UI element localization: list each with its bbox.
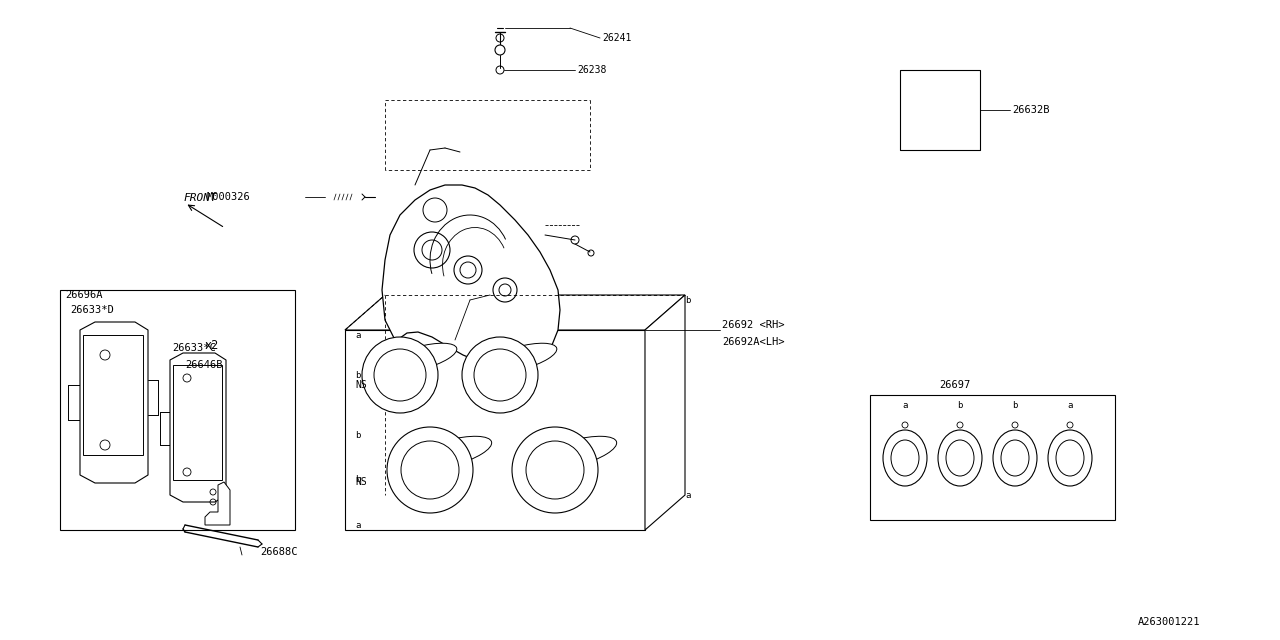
Text: 26646B: 26646B bbox=[186, 360, 223, 370]
Ellipse shape bbox=[891, 440, 919, 476]
Polygon shape bbox=[346, 295, 685, 330]
Circle shape bbox=[374, 349, 426, 401]
Circle shape bbox=[957, 422, 963, 428]
Circle shape bbox=[495, 45, 506, 55]
Ellipse shape bbox=[946, 440, 974, 476]
Text: b: b bbox=[685, 296, 690, 305]
Ellipse shape bbox=[1056, 440, 1084, 476]
Text: a: a bbox=[902, 401, 908, 410]
Text: b: b bbox=[355, 371, 361, 380]
Circle shape bbox=[462, 337, 538, 413]
Text: x2: x2 bbox=[205, 339, 219, 351]
Text: 26238: 26238 bbox=[577, 65, 607, 75]
Circle shape bbox=[474, 349, 526, 401]
Polygon shape bbox=[346, 330, 645, 530]
Ellipse shape bbox=[938, 430, 982, 486]
Polygon shape bbox=[645, 295, 685, 530]
Polygon shape bbox=[170, 353, 227, 502]
Text: 26697: 26697 bbox=[940, 380, 970, 390]
Ellipse shape bbox=[883, 430, 927, 486]
Ellipse shape bbox=[534, 436, 617, 470]
Text: NS: NS bbox=[355, 380, 367, 390]
Text: 26692 <RH>: 26692 <RH> bbox=[722, 320, 785, 330]
Text: 26692A<LH>: 26692A<LH> bbox=[722, 337, 785, 347]
Text: FRONT: FRONT bbox=[183, 193, 216, 203]
Text: b: b bbox=[1012, 401, 1018, 410]
Ellipse shape bbox=[483, 343, 557, 372]
Text: NS: NS bbox=[355, 477, 367, 487]
Polygon shape bbox=[381, 185, 561, 367]
Circle shape bbox=[401, 441, 460, 499]
Polygon shape bbox=[81, 322, 148, 483]
Text: b: b bbox=[957, 401, 963, 410]
Circle shape bbox=[526, 441, 584, 499]
Ellipse shape bbox=[1001, 440, 1029, 476]
Text: 26696A: 26696A bbox=[65, 290, 102, 300]
Text: a: a bbox=[1068, 401, 1073, 410]
Ellipse shape bbox=[408, 436, 492, 470]
Text: A263001221: A263001221 bbox=[1138, 617, 1201, 627]
Circle shape bbox=[902, 422, 908, 428]
Circle shape bbox=[362, 337, 438, 413]
Circle shape bbox=[387, 427, 474, 513]
Bar bbox=[900, 70, 980, 150]
Text: 26241: 26241 bbox=[602, 33, 631, 43]
Text: 26632B: 26632B bbox=[1012, 105, 1050, 115]
Text: b: b bbox=[355, 476, 361, 484]
Circle shape bbox=[1068, 422, 1073, 428]
Circle shape bbox=[1012, 422, 1018, 428]
Polygon shape bbox=[205, 482, 230, 525]
Text: 26688C: 26688C bbox=[260, 547, 297, 557]
Text: 26633*C: 26633*C bbox=[172, 343, 216, 353]
Bar bbox=[60, 290, 294, 530]
Text: a: a bbox=[355, 520, 361, 529]
Text: b: b bbox=[355, 431, 361, 440]
Ellipse shape bbox=[993, 430, 1037, 486]
Ellipse shape bbox=[1048, 430, 1092, 486]
Text: M000326: M000326 bbox=[206, 192, 250, 202]
Bar bbox=[83, 335, 143, 455]
Text: a: a bbox=[685, 490, 690, 499]
Bar bbox=[173, 365, 221, 480]
Bar bbox=[870, 395, 1115, 520]
Ellipse shape bbox=[383, 343, 457, 372]
Circle shape bbox=[512, 427, 598, 513]
Text: a: a bbox=[355, 330, 361, 339]
Text: 26633*D: 26633*D bbox=[70, 305, 114, 315]
